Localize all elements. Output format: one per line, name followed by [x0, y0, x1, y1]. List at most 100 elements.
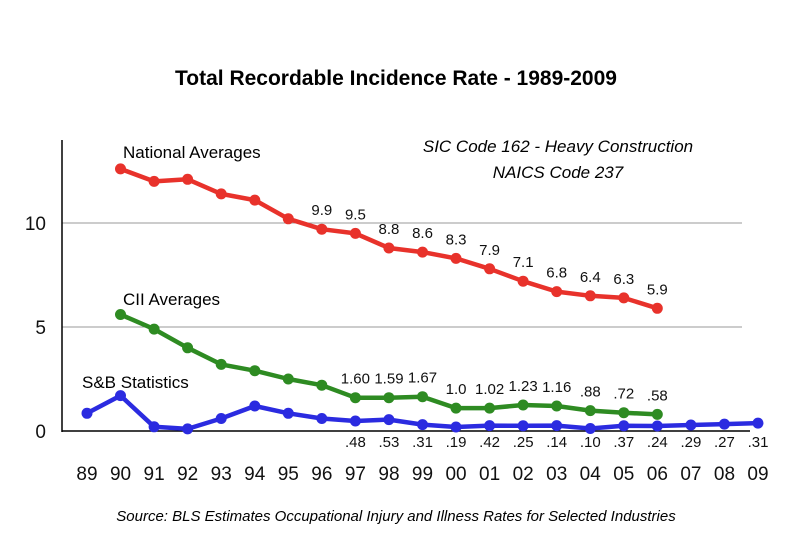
x-tick-90: 90: [110, 464, 131, 485]
point-s-b-statistics-06: [651, 420, 663, 432]
label-national-averages-99: 8.6: [412, 225, 433, 242]
label-s-b-statistics-07: .29: [680, 434, 701, 451]
point-cii-averages-01: [484, 402, 496, 414]
point-cii-averages-04: [584, 405, 596, 417]
label-s-b-statistics-06: .24: [647, 434, 668, 451]
x-tick-08: 08: [714, 464, 735, 485]
point-national-averages-93: [215, 188, 227, 200]
point-s-b-statistics-97: [349, 415, 361, 427]
point-s-b-statistics-09: [752, 417, 764, 429]
point-cii-averages-06: [651, 408, 663, 420]
point-s-b-statistics-98: [383, 414, 395, 426]
point-s-b-statistics-93: [215, 413, 227, 424]
point-national-averages-94: [249, 194, 261, 206]
label-cii-averages-99: 1.67: [408, 370, 437, 387]
x-tick-09: 09: [747, 464, 768, 485]
point-cii-averages-92: [182, 342, 194, 354]
point-national-averages-05: [618, 292, 630, 304]
label-national-averages-96: 9.9: [311, 202, 332, 219]
y-tick-0: 0: [35, 422, 46, 443]
x-tick-89: 89: [76, 464, 97, 485]
label-national-averages-05: 6.3: [613, 271, 634, 288]
point-national-averages-97: [349, 227, 361, 239]
point-national-averages-02: [517, 275, 529, 287]
label-s-b-statistics-03: .14: [546, 434, 567, 451]
point-national-averages-06: [651, 302, 663, 314]
point-national-averages-91: [148, 175, 160, 187]
label-cii-averages-01: 1.02: [475, 381, 504, 398]
point-national-averages-04: [584, 290, 596, 302]
x-ticks: 89 90 91 92 93 94 95 96 97 98 99 00 01 02 03 04 05 06 07 08…: [76, 464, 768, 485]
x-tick-93: 93: [211, 464, 232, 485]
legend-sb-statistics: S&B Statistics: [82, 373, 189, 392]
point-s-b-statistics-05: [618, 420, 630, 432]
point-cii-averages-94: [249, 365, 261, 377]
legend-cii-averages: CII Averages: [123, 290, 220, 309]
label-national-averages-03: 6.8: [546, 265, 567, 282]
chart-title: Total Recordable Incidence Rate - 1989-2…: [175, 67, 617, 90]
x-tick-94: 94: [244, 464, 266, 485]
series-line-national-averages: [119, 166, 658, 311]
label-cii-averages-98: 1.59: [374, 371, 403, 388]
point-s-b-statistics-94: [249, 400, 261, 412]
series-national-averages: 9.9 9.5 8.8 8.6 8.3 7.9 7.1 6.8 6.4 6.3 5.9: [115, 163, 668, 314]
label-s-b-statistics-98: .53: [379, 434, 400, 451]
x-tick-07: 07: [680, 464, 701, 485]
point-national-averages-90: [115, 163, 126, 175]
label-cii-averages-05: .72: [613, 386, 634, 403]
point-s-b-statistics-91: [148, 421, 160, 433]
label-cii-averages-03: 1.16: [542, 379, 571, 396]
x-tick-01: 01: [479, 464, 500, 485]
point-s-b-statistics-90: [115, 390, 126, 402]
label-national-averages-04: 6.4: [580, 269, 601, 286]
label-s-b-statistics-02: .25: [513, 434, 534, 451]
label-s-b-statistics-08: .27: [714, 434, 735, 451]
x-tick-92: 92: [177, 464, 198, 485]
x-tick-04: 04: [580, 464, 602, 485]
point-cii-averages-02: [517, 399, 529, 411]
point-national-averages-98: [383, 242, 395, 254]
point-national-averages-00: [450, 252, 462, 264]
point-s-b-statistics-02: [517, 420, 529, 432]
label-cii-averages-02: 1.23: [509, 378, 538, 395]
label-national-averages-06: 5.9: [647, 281, 668, 298]
label-cii-averages-97: 1.60: [341, 371, 370, 388]
y-tick-10: 10: [25, 214, 46, 235]
point-cii-averages-95: [282, 373, 294, 385]
point-cii-averages-91: [148, 323, 160, 335]
point-national-averages-95: [282, 213, 294, 225]
x-tick-02: 02: [513, 464, 534, 485]
point-s-b-statistics-03: [551, 420, 563, 432]
series-s-b-statistics: .48 .53 .31 .19 .42 .25 .14 .10 .37 .24 .29 .27 .31: [81, 390, 769, 451]
label-national-averages-98: 8.8: [379, 221, 400, 238]
point-s-b-statistics-96: [316, 413, 328, 424]
label-cii-averages-00: 1.0: [446, 381, 467, 398]
point-national-averages-03: [551, 286, 563, 298]
point-cii-averages-98: [383, 392, 395, 404]
point-national-averages-92: [182, 173, 194, 185]
point-cii-averages-90: [115, 309, 126, 320]
x-tick-91: 91: [144, 464, 165, 485]
label-s-b-statistics-99: .31: [412, 434, 433, 451]
point-cii-averages-00: [450, 402, 462, 414]
source-note: Source: BLS Estimates Occupational Injur…: [116, 508, 676, 525]
annotation-sic-code: SIC Code 162 - Heavy Construction: [423, 137, 693, 156]
x-tick-00: 00: [445, 464, 466, 485]
label-national-averages-01: 7.9: [479, 242, 500, 259]
label-s-b-statistics-04: .10: [580, 434, 601, 451]
point-s-b-statistics-04: [584, 423, 596, 434]
point-cii-averages-99: [417, 391, 428, 403]
point-cii-averages-97: [349, 392, 361, 404]
point-national-averages-96: [316, 223, 328, 235]
x-tick-99: 99: [412, 464, 433, 485]
x-tick-03: 03: [546, 464, 567, 485]
x-tick-06: 06: [647, 464, 668, 485]
gridlines: [62, 222, 742, 328]
label-s-b-statistics-05: .37: [613, 434, 634, 451]
y-tick-5: 5: [35, 318, 46, 339]
point-cii-averages-93: [215, 358, 227, 370]
label-s-b-statistics-09: .31: [748, 434, 769, 451]
x-tick-97: 97: [345, 464, 366, 485]
point-cii-averages-96: [316, 379, 328, 391]
